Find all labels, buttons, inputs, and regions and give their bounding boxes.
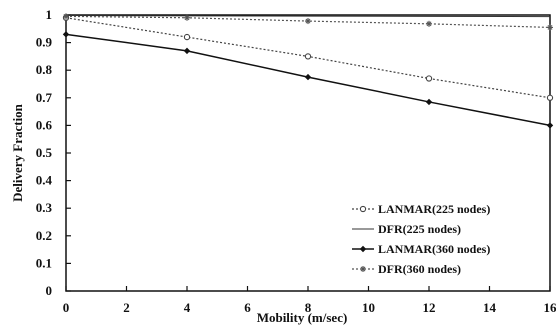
x-tick-label: 10 <box>362 300 375 315</box>
y-axis-title: Delivery Fraction <box>10 103 25 202</box>
legend-item: LANMAR(360 nodes) <box>352 242 490 256</box>
y-axis-ticks: 0 0.1 0.2 0.3 0.4 0.5 0.6 0.7 0.8 0.9 1 <box>36 7 71 298</box>
data-point <box>304 73 312 81</box>
data-point <box>425 75 433 82</box>
legend: LANMAR(225 nodes) DFR(225 nodes) LANMAR(36… <box>352 202 490 276</box>
data-point <box>426 20 432 27</box>
series-line <box>65 15 551 29</box>
data-point <box>546 122 554 129</box>
data-point <box>360 266 366 272</box>
y-tick-label: 1 <box>46 7 53 22</box>
y-tick-label: 0.9 <box>36 35 53 50</box>
legend-item: DFR(360 nodes) <box>352 262 461 276</box>
series-dfr-225-nodes <box>65 15 551 18</box>
legend-item: LANMAR(225 nodes) <box>352 202 490 216</box>
y-tick-label: 0.2 <box>36 228 52 243</box>
x-tick-label: 0 <box>63 300 70 315</box>
series-lanmar-360-nodes <box>62 31 554 129</box>
x-tick-label: 12 <box>423 300 436 315</box>
x-tick-label: 14 <box>483 300 497 315</box>
legend-label: DFR(225 nodes) <box>378 222 461 236</box>
x-tick-label: 6 <box>244 300 251 315</box>
data-point <box>425 98 433 106</box>
x-tick-label: 4 <box>184 300 191 315</box>
legend-item: DFR(225 nodes) <box>352 222 461 236</box>
series-layer <box>62 13 554 129</box>
legend-label: LANMAR(225 nodes) <box>378 202 490 216</box>
series-dfr-360-nodes <box>63 13 553 31</box>
y-tick-label: 0.3 <box>36 200 53 215</box>
legend-label: LANMAR(360 nodes) <box>378 242 490 256</box>
data-point <box>183 33 191 41</box>
data-point <box>184 14 190 21</box>
series-lanmar-225-nodes <box>62 14 554 101</box>
x-axis-ticks: 0 2 4 6 8 10 12 14 16 <box>63 286 556 315</box>
x-tick-label: 16 <box>544 300 556 315</box>
data-point <box>547 24 553 31</box>
series-line <box>65 15 551 18</box>
data-point <box>305 18 311 25</box>
y-tick-label: 0.7 <box>36 90 53 105</box>
x-axis-title: Mobility (m/sec) <box>257 310 348 325</box>
legend-label: DFR(360 nodes) <box>378 262 461 276</box>
y-tick-label: 0.8 <box>36 62 53 77</box>
data-point <box>546 94 554 101</box>
y-tick-label: 0.6 <box>36 117 53 132</box>
data-point <box>183 47 191 55</box>
y-tick-label: 0.1 <box>36 255 52 270</box>
data-point <box>359 205 367 213</box>
y-tick-label: 0.4 <box>36 173 53 188</box>
y-tick-label: 0.5 <box>36 145 53 160</box>
data-point <box>62 31 70 38</box>
data-point <box>304 53 312 60</box>
x-tick-label: 8 <box>305 300 312 315</box>
data-point <box>359 245 367 253</box>
x-tick-label: 2 <box>123 300 130 315</box>
y-tick-label: 0 <box>46 283 53 298</box>
data-point <box>63 13 69 20</box>
